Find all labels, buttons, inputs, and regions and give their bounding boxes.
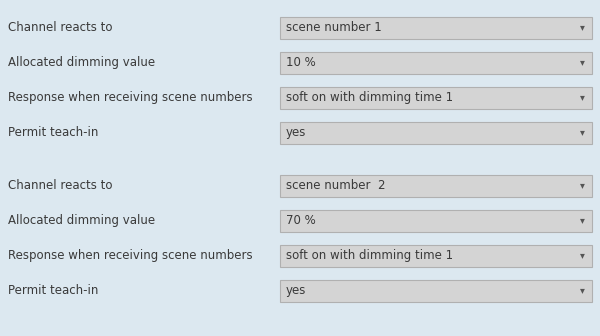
Text: ▾: ▾ (580, 23, 584, 33)
Text: soft on with dimming time 1: soft on with dimming time 1 (286, 249, 453, 262)
FancyBboxPatch shape (280, 51, 592, 74)
Text: scene number 1: scene number 1 (286, 21, 382, 34)
Text: soft on with dimming time 1: soft on with dimming time 1 (286, 91, 453, 104)
Text: 10 %: 10 % (286, 56, 316, 69)
Text: scene number  2: scene number 2 (286, 179, 386, 192)
Text: Permit teach-in: Permit teach-in (8, 126, 98, 139)
Text: yes: yes (286, 126, 307, 139)
Text: Response when receiving scene numbers: Response when receiving scene numbers (8, 91, 253, 104)
Text: Response when receiving scene numbers: Response when receiving scene numbers (8, 249, 253, 262)
Text: ▾: ▾ (580, 286, 584, 295)
Text: ▾: ▾ (580, 180, 584, 191)
Text: ▾: ▾ (580, 215, 584, 225)
Text: 70 %: 70 % (286, 214, 316, 227)
Text: Channel reacts to: Channel reacts to (8, 21, 113, 34)
FancyBboxPatch shape (280, 122, 592, 143)
Text: ▾: ▾ (580, 92, 584, 102)
FancyBboxPatch shape (280, 245, 592, 266)
Text: Allocated dimming value: Allocated dimming value (8, 214, 155, 227)
FancyBboxPatch shape (280, 86, 592, 109)
Text: ▾: ▾ (580, 251, 584, 260)
FancyBboxPatch shape (280, 16, 592, 39)
Text: Channel reacts to: Channel reacts to (8, 179, 113, 192)
FancyBboxPatch shape (280, 210, 592, 232)
FancyBboxPatch shape (280, 174, 592, 197)
Text: ▾: ▾ (580, 57, 584, 68)
Text: Permit teach-in: Permit teach-in (8, 284, 98, 297)
Text: yes: yes (286, 284, 307, 297)
Text: Allocated dimming value: Allocated dimming value (8, 56, 155, 69)
FancyBboxPatch shape (280, 280, 592, 301)
Text: ▾: ▾ (580, 127, 584, 137)
